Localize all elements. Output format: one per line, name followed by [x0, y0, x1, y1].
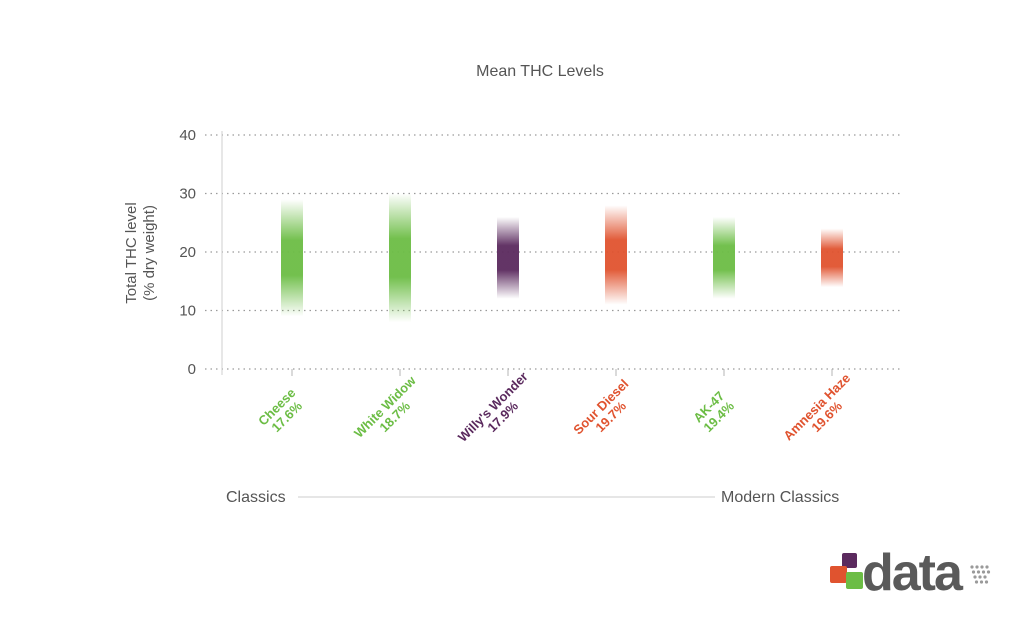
range-strip-2 [389, 193, 411, 323]
logo-dot [985, 565, 989, 569]
logo-dot [979, 580, 984, 584]
y-axis-label-line2: (% dry weight) [141, 205, 158, 301]
logo-dot [980, 565, 984, 569]
y-tick-label: 30 [179, 186, 196, 203]
logo-dot [974, 580, 979, 584]
range-strips [281, 193, 843, 323]
range-strip-3 [497, 216, 519, 299]
logo-dot [975, 565, 979, 569]
range-strip-4 [605, 205, 627, 305]
y-tick-label: 0 [188, 361, 196, 378]
logo-dot [973, 575, 977, 579]
logo-dot [971, 570, 976, 574]
logo-dot [983, 575, 987, 579]
logo-text: data [862, 544, 964, 602]
grid [205, 134, 900, 370]
logo-dot-grid [970, 565, 991, 584]
y-tick-label: 40 [179, 127, 196, 144]
y-tick-label: 20 [179, 244, 196, 261]
logo-dot [976, 570, 981, 574]
range-strip-5 [713, 216, 735, 299]
logo-square-green [846, 572, 863, 589]
range-strip-6 [821, 228, 843, 288]
logo-square-purple [842, 553, 857, 568]
logo-dot [970, 565, 974, 569]
logo-dot [981, 570, 986, 574]
y-axis-label-line1: Total THC level [123, 202, 140, 303]
chart-title: Mean THC Levels [476, 63, 604, 80]
logo-dot [984, 580, 989, 584]
x-tick-marks [291, 369, 833, 376]
logo-dot [986, 570, 991, 574]
y-tick-labels: 0 10 20 30 40 [179, 127, 196, 378]
range-strip-1 [281, 199, 303, 317]
data-logo: data [830, 544, 991, 602]
group-label-classics: Classics [226, 489, 286, 506]
y-tick-label: 10 [179, 303, 196, 320]
group-label-modern-classics: Modern Classics [721, 489, 839, 506]
y-axis-label: Total THC level (% dry weight) [123, 202, 158, 303]
logo-square-orange [830, 566, 847, 583]
logo-dot [978, 575, 982, 579]
